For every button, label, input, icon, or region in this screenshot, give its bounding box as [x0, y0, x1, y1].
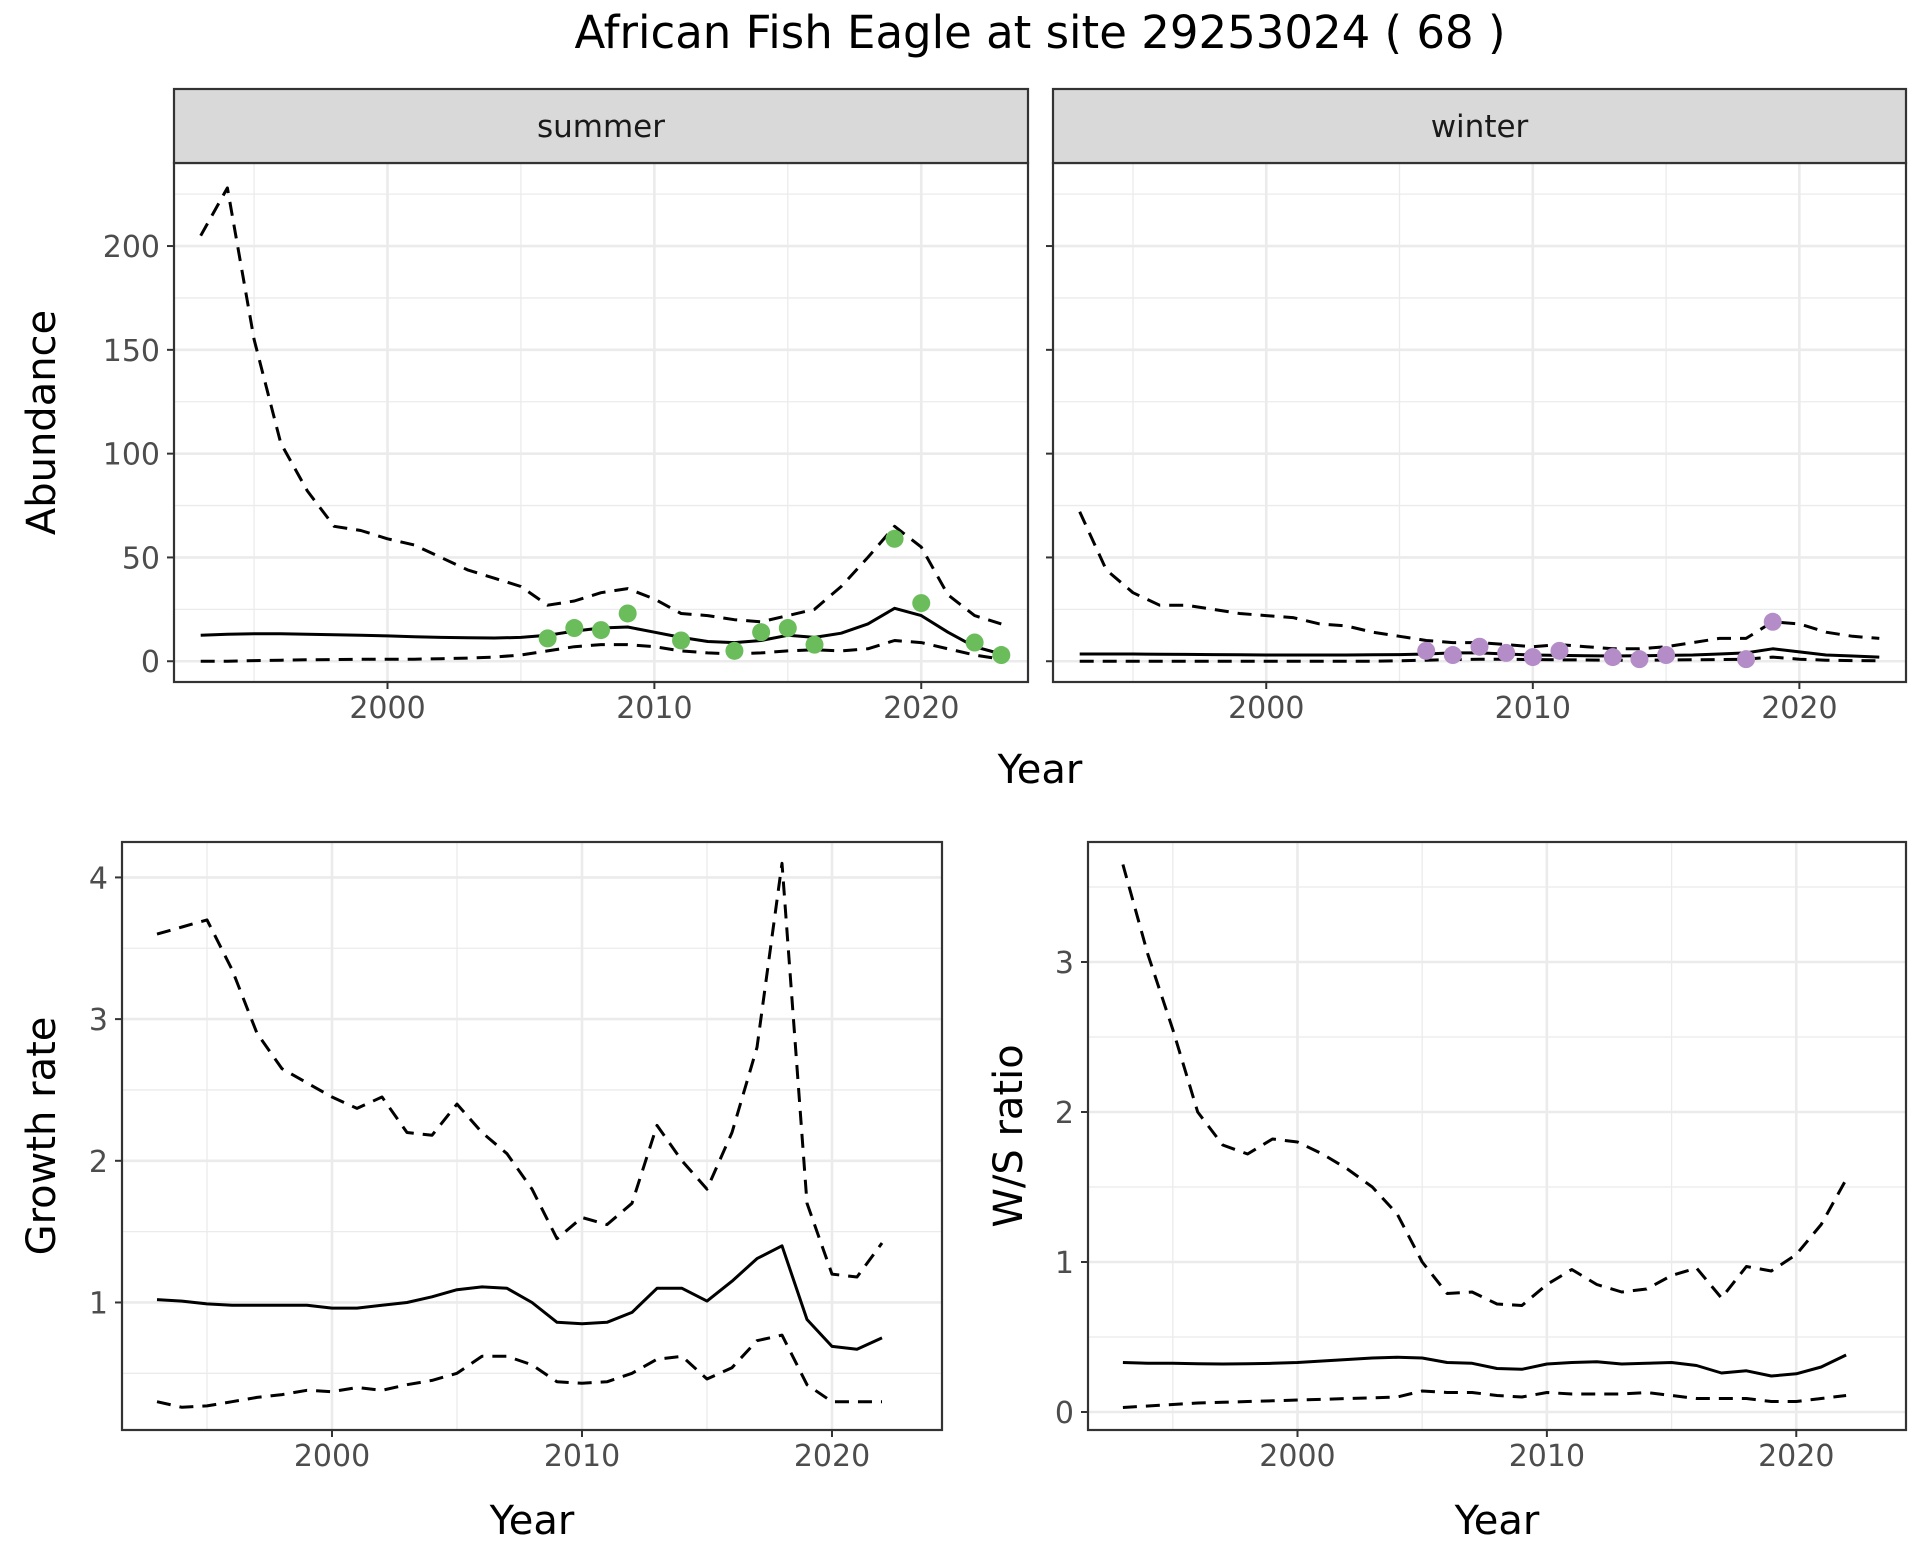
estimate-line — [156, 1244, 883, 1351]
x-tick-label: 2000 — [349, 691, 425, 726]
x-tick-label: 2020 — [883, 691, 959, 726]
panel-abundance-winter: winter 2000 2010 2020 — [1046, 87, 1908, 726]
y-tick-label: 2 — [89, 1145, 108, 1180]
observed-point — [538, 629, 557, 648]
observed-point — [1470, 637, 1489, 656]
observed-point — [992, 646, 1011, 665]
figure-title: African Fish Eagle at site 29253024 ( 68… — [574, 6, 1505, 59]
y-tick-label: 1 — [1055, 1246, 1074, 1281]
observed-point — [1763, 612, 1782, 631]
observed-point — [965, 633, 984, 652]
panel-growth-rate: 2000 2010 2020 1 2 3 4 Growth rate Year — [19, 840, 944, 1544]
y-tick-label: 0 — [1055, 1396, 1074, 1431]
x-tick-label: 2000 — [294, 1439, 370, 1474]
panel-ws-ratio: 2000 2010 2020 0 1 2 3 W/S ratio Year — [986, 840, 1908, 1544]
y-axis-label: Abundance — [19, 310, 65, 535]
observed-point — [752, 623, 771, 642]
facet-strip — [1051, 87, 1908, 165]
observed-point — [1550, 641, 1569, 660]
panel-border — [1086, 840, 1908, 1432]
lower-line — [1122, 1389, 1847, 1409]
x-tick-label: 2010 — [1509, 1439, 1585, 1474]
observed-point — [1737, 650, 1756, 669]
observed-point — [1603, 648, 1622, 667]
x-tick-label: 2020 — [1758, 1439, 1834, 1474]
x-tick-label: 2010 — [1495, 691, 1571, 726]
panel-border — [172, 161, 1030, 684]
y-axis-label: W/S ratio — [986, 1044, 1032, 1227]
lower-line — [200, 639, 1002, 663]
lower-line — [1079, 655, 1880, 663]
y-tick-label: 3 — [1055, 946, 1074, 981]
y-tick-label: 3 — [89, 1003, 108, 1038]
observed-point — [1443, 646, 1462, 665]
observed-point — [1657, 646, 1676, 665]
panel-border — [120, 840, 944, 1432]
observed-point — [885, 529, 904, 548]
observed-point — [565, 619, 584, 638]
x-axis-label: Year — [1454, 1498, 1540, 1544]
y-tick-label: 0 — [141, 645, 160, 680]
upper-line — [199, 186, 1002, 626]
facet-strip — [172, 87, 1030, 165]
x-axis-label: Year — [489, 1498, 575, 1544]
x-tick-label: 2020 — [1761, 691, 1837, 726]
y-tick-label: 100 — [103, 438, 160, 473]
x-tick-label: 2010 — [616, 691, 692, 726]
x-tick-label: 2000 — [1228, 691, 1304, 726]
facet-label: winter — [1431, 109, 1529, 145]
y-tick-label: 50 — [122, 541, 160, 576]
y-tick-label: 200 — [103, 230, 160, 265]
y-tick-label: 150 — [103, 334, 160, 369]
observed-point — [805, 635, 824, 654]
lower-line — [156, 1333, 882, 1409]
y-axis-label: Growth rate — [19, 1017, 65, 1256]
panel-abundance-summer: summer 2000 2010 2020 0 50 100 150 200 Abundance Y… — [19, 87, 1083, 793]
observed-point — [912, 594, 931, 613]
observed-point — [672, 631, 691, 650]
x-axis-label: Year — [997, 747, 1083, 793]
observed-point — [778, 619, 797, 638]
observed-point — [1523, 648, 1542, 667]
x-tick-label: 2020 — [794, 1439, 870, 1474]
observed-point — [1417, 641, 1436, 660]
observed-point — [725, 641, 744, 660]
upper-line — [1121, 864, 1848, 1307]
observed-point — [592, 621, 610, 640]
observed-point — [1497, 643, 1516, 662]
upper-line — [1078, 511, 1880, 651]
x-tick-label: 2010 — [544, 1439, 620, 1474]
x-tick-label: 2000 — [1259, 1439, 1335, 1474]
facet-label: summer — [537, 109, 665, 145]
observed-point — [618, 604, 637, 623]
estimate-line — [1122, 1353, 1847, 1378]
y-tick-label: 1 — [89, 1286, 108, 1321]
upper-line — [156, 861, 884, 1279]
observed-point — [1630, 650, 1649, 669]
y-tick-label: 4 — [89, 861, 108, 896]
y-tick-label: 2 — [1055, 1096, 1074, 1131]
